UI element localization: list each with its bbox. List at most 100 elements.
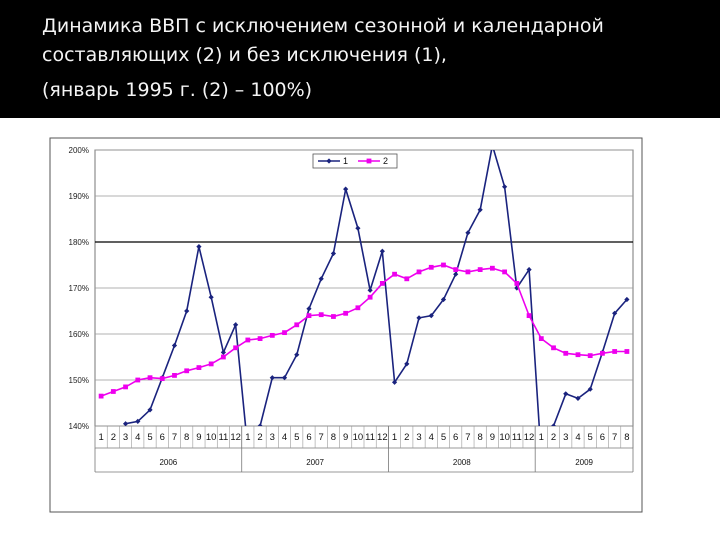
x-month-label: 5 (147, 432, 152, 443)
data-point-2 (318, 312, 324, 318)
legend-label-1: 1 (343, 156, 348, 166)
data-point-1 (526, 267, 532, 273)
data-point-1 (612, 310, 618, 316)
data-point-2 (612, 349, 618, 354)
data-point-2 (514, 281, 520, 286)
series-line-1 (125, 150, 628, 426)
data-point-2 (428, 264, 434, 270)
x-month-label: 2 (551, 432, 556, 443)
legend-marker-2 (366, 158, 372, 164)
x-month-label: 11 (365, 432, 375, 443)
x-year-label: 2009 (575, 458, 593, 467)
data-point-1 (343, 186, 349, 192)
data-point-2 (538, 336, 544, 341)
data-point-1 (196, 244, 202, 250)
data-point-2 (269, 332, 275, 338)
data-point-1 (135, 418, 141, 424)
data-point-1 (404, 361, 410, 367)
data-point-2 (477, 267, 483, 272)
data-point-2 (526, 313, 532, 318)
x-month-label: 4 (282, 432, 287, 443)
data-point-1 (379, 248, 385, 254)
data-point-2 (220, 354, 226, 360)
data-point-2 (600, 350, 605, 356)
x-year-label: 2008 (453, 458, 471, 467)
data-point-2 (551, 345, 556, 351)
x-month-label: 8 (478, 432, 483, 443)
x-month-label: 6 (160, 432, 165, 443)
x-month-label: 2 (257, 432, 262, 443)
data-point-1 (318, 276, 324, 282)
data-point-2 (123, 384, 128, 390)
data-point-1 (208, 294, 214, 300)
x-month-label: 12 (230, 432, 241, 443)
data-point-1 (122, 421, 129, 426)
data-point-1 (453, 271, 459, 277)
x-month-label: 10 (353, 432, 364, 443)
data-point-1 (575, 395, 581, 401)
data-point-2 (135, 377, 141, 383)
data-point-1 (233, 322, 239, 328)
data-point-2 (331, 314, 336, 319)
x-month-label: 12 (524, 432, 535, 443)
series-lines (98, 150, 630, 426)
x-month-label: 8 (624, 432, 629, 443)
y-tick-label: 200% (69, 146, 89, 155)
x-month-label: 10 (206, 432, 217, 443)
y-tick-label: 170% (69, 284, 89, 293)
data-point-2 (147, 375, 153, 381)
data-point-2 (172, 373, 177, 378)
legend-marker-1 (326, 158, 332, 164)
slide-title: Динамика ВВП с исключением сезонной и ка… (42, 12, 702, 105)
x-month-label: 10 (499, 432, 510, 443)
grid-lines (95, 149, 633, 427)
data-point-2 (98, 393, 104, 399)
y-tick-label: 150% (69, 376, 89, 385)
x-month-label: 9 (343, 432, 348, 443)
data-point-2 (441, 262, 446, 268)
data-point-1 (269, 375, 275, 381)
data-point-1 (477, 207, 483, 213)
x-month-label: 7 (612, 432, 617, 443)
x-month-label: 9 (196, 432, 201, 443)
data-point-2 (294, 322, 300, 328)
y-tick-label: 160% (69, 330, 89, 339)
data-point-2 (257, 336, 263, 341)
x-month-label: 1 (98, 432, 103, 443)
x-month-label: 8 (184, 432, 189, 443)
data-point-2 (404, 276, 410, 282)
data-point-1 (355, 225, 361, 231)
x-month-label: 1 (245, 432, 250, 443)
data-point-1 (587, 386, 593, 392)
data-point-2 (159, 376, 165, 382)
data-point-2 (208, 361, 214, 367)
data-point-2 (196, 365, 202, 370)
data-point-2 (110, 389, 116, 394)
x-month-label: 6 (600, 432, 605, 443)
x-month-label: 4 (575, 432, 580, 443)
data-point-2 (184, 368, 190, 374)
y-tick-label: 140% (69, 422, 89, 431)
data-point-1 (416, 315, 422, 321)
data-point-2 (233, 345, 239, 351)
data-point-2 (306, 313, 312, 318)
x-month-label: 4 (135, 432, 140, 443)
data-point-1 (624, 296, 630, 303)
x-axis-table: 1 2 3 4 5 6 7 8 9 10 11 12 1 2 3 4 5 6 7 8 9 10 11 12 1 2 3 4 5 6 7 8 9 1… (94, 426, 634, 473)
x-month-label: 1 (392, 432, 397, 443)
legend-box (312, 153, 398, 169)
title-line-2: составляющих (2) и без исключения (1), (42, 44, 447, 66)
data-point-1 (281, 375, 288, 381)
x-month-label: 6 (453, 432, 458, 443)
y-axis: 140% 150% 160% 170% 180% 190% 200% (69, 146, 89, 431)
data-point-2 (489, 265, 495, 271)
legend-label-2: 2 (383, 156, 388, 166)
data-point-2 (416, 269, 422, 275)
data-point-1 (171, 342, 178, 349)
x-month-label: 5 (294, 432, 299, 443)
x-month-label: 1 (539, 432, 544, 443)
data-point-2 (343, 310, 349, 316)
data-point-1 (563, 391, 569, 397)
